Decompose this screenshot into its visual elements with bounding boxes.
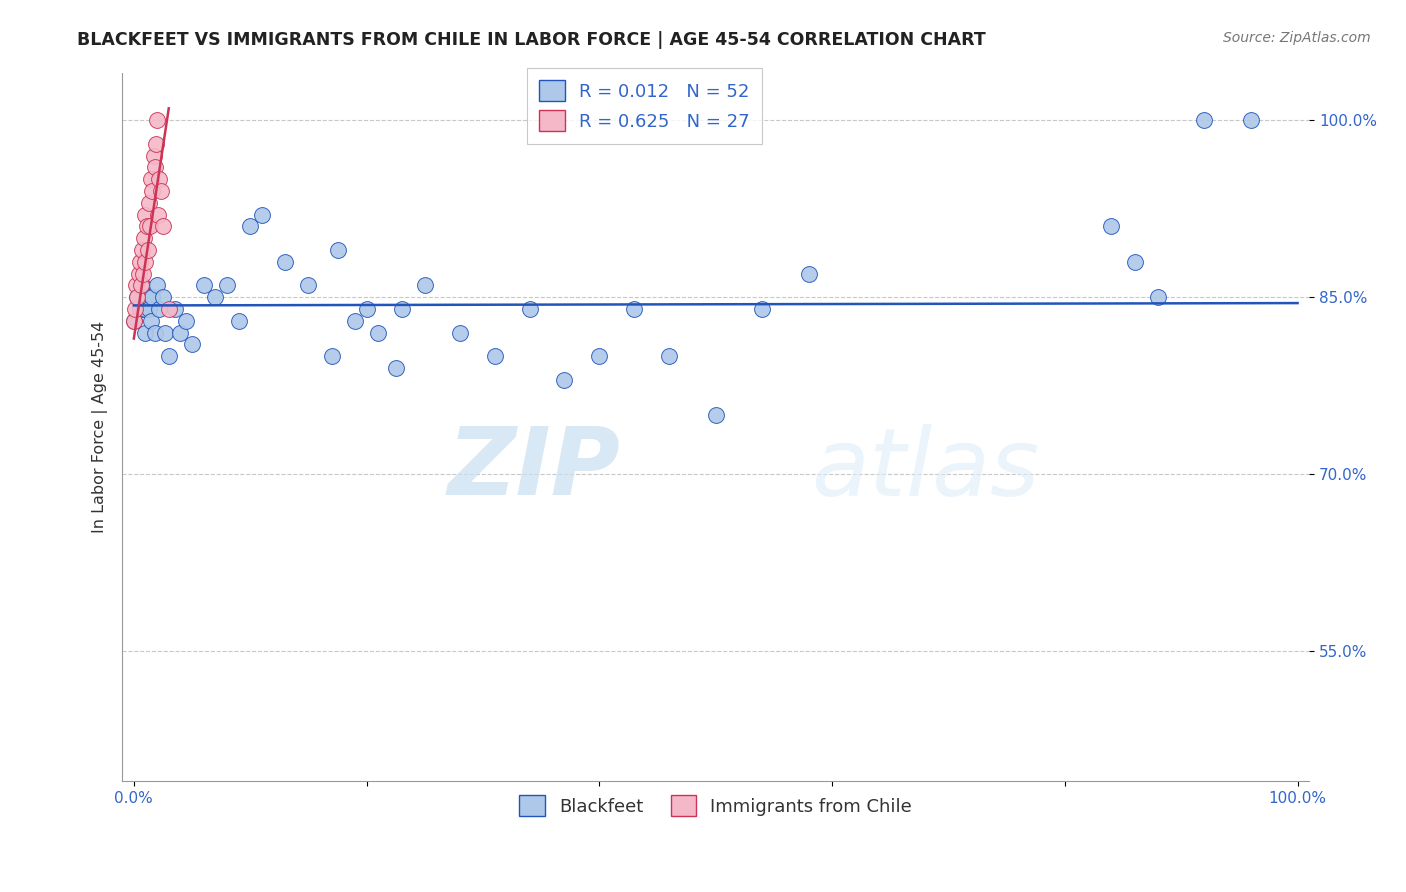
- Point: [751, 301, 773, 316]
- Point: [152, 290, 174, 304]
- Point: [148, 172, 170, 186]
- Point: [132, 267, 155, 281]
- Point: [143, 326, 166, 340]
- Point: [321, 349, 343, 363]
- Point: [148, 208, 170, 222]
- Point: [124, 301, 146, 316]
- Point: [127, 290, 149, 304]
- Point: [145, 136, 167, 151]
- Point: [297, 278, 319, 293]
- Point: [588, 349, 610, 363]
- Point: [228, 314, 250, 328]
- Point: [135, 219, 157, 234]
- Point: [157, 301, 180, 316]
- Point: [138, 195, 160, 210]
- Point: [623, 301, 645, 316]
- Point: [157, 349, 180, 363]
- Point: [122, 314, 145, 328]
- Point: [134, 326, 156, 340]
- Point: [129, 278, 152, 293]
- Point: [1123, 254, 1146, 268]
- Point: [193, 278, 215, 293]
- Point: [704, 408, 727, 422]
- Y-axis label: In Labor Force | Age 45-54: In Labor Force | Age 45-54: [93, 321, 108, 533]
- Text: BLACKFEET VS IMMIGRANTS FROM CHILE IN LABOR FORCE | AGE 45-54 CORRELATION CHART: BLACKFEET VS IMMIGRANTS FROM CHILE IN LA…: [77, 31, 986, 49]
- Point: [174, 314, 197, 328]
- Point: [138, 301, 160, 316]
- Point: [141, 314, 163, 328]
- Point: [136, 243, 159, 257]
- Point: [519, 301, 541, 316]
- Point: [384, 361, 406, 376]
- Point: [1099, 219, 1122, 234]
- Point: [391, 301, 413, 316]
- Point: [122, 314, 145, 328]
- Point: [155, 326, 177, 340]
- Point: [1147, 290, 1170, 304]
- Text: ZIP: ZIP: [449, 424, 621, 516]
- Point: [1194, 113, 1216, 128]
- Point: [143, 161, 166, 175]
- Legend: Blackfeet, Immigrants from Chile: Blackfeet, Immigrants from Chile: [510, 786, 921, 825]
- Point: [181, 337, 204, 351]
- Point: [413, 278, 436, 293]
- Point: [169, 326, 191, 340]
- Point: [142, 148, 165, 162]
- Point: [141, 290, 163, 304]
- Point: [148, 301, 170, 316]
- Point: [131, 278, 153, 293]
- Point: [449, 326, 471, 340]
- Point: [134, 301, 156, 316]
- Point: [141, 184, 163, 198]
- Point: [250, 208, 273, 222]
- Point: [141, 172, 163, 186]
- Point: [553, 373, 575, 387]
- Point: [134, 254, 156, 268]
- Point: [139, 219, 162, 234]
- Point: [1240, 113, 1263, 128]
- Point: [146, 113, 169, 128]
- Point: [797, 267, 820, 281]
- Point: [204, 290, 226, 304]
- Point: [146, 278, 169, 293]
- Point: [326, 243, 349, 257]
- Point: [136, 290, 159, 304]
- Point: [128, 301, 150, 316]
- Point: [134, 231, 156, 245]
- Point: [274, 254, 297, 268]
- Point: [163, 301, 186, 316]
- Point: [127, 290, 149, 304]
- Point: [215, 278, 238, 293]
- Point: [134, 208, 156, 222]
- Point: [149, 184, 172, 198]
- Text: atlas: atlas: [811, 424, 1039, 515]
- Point: [134, 301, 156, 316]
- Point: [239, 219, 262, 234]
- Point: [484, 349, 506, 363]
- Point: [356, 301, 378, 316]
- Point: [367, 326, 389, 340]
- Point: [131, 243, 153, 257]
- Point: [343, 314, 366, 328]
- Point: [658, 349, 681, 363]
- Point: [125, 278, 148, 293]
- Text: Source: ZipAtlas.com: Source: ZipAtlas.com: [1223, 31, 1371, 45]
- Point: [128, 267, 150, 281]
- Point: [152, 219, 174, 234]
- Point: [128, 254, 150, 268]
